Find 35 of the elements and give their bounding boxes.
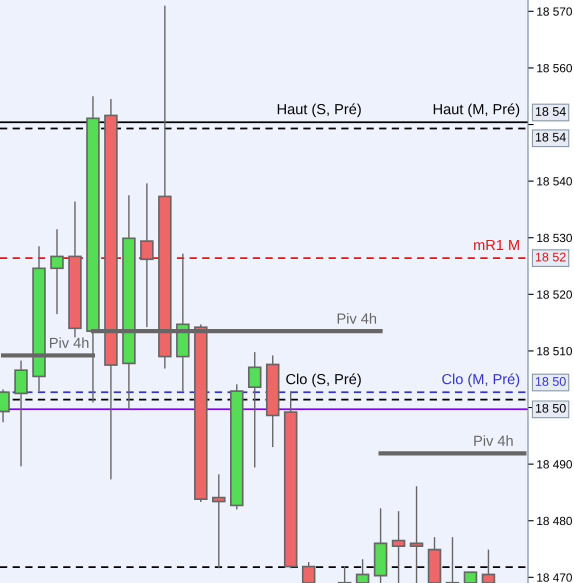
- candlestick: [50, 228, 64, 315]
- candlestick: [14, 360, 28, 468]
- candlestick: [446, 536, 460, 583]
- candlestick: [482, 548, 496, 583]
- y-tick-label: 18 480: [537, 516, 572, 526]
- ref-line-label: Clo (S, Pré): [286, 373, 361, 388]
- series-label: Piv 4h: [338, 313, 376, 324]
- text: 18 50: [536, 377, 566, 386]
- text: 18 54: [536, 132, 566, 142]
- ref-line-label: mR1 M: [474, 240, 519, 250]
- y-tick-label: 18 490: [537, 460, 572, 469]
- series-label: Piv 4h: [50, 337, 88, 348]
- candlestick: [410, 486, 424, 583]
- y-tick-label: 18 520: [537, 290, 572, 299]
- candlestick: [140, 182, 154, 328]
- y-tick-label: 18 470: [537, 573, 572, 582]
- candlestick: [392, 510, 406, 583]
- candlestick: [464, 571, 478, 583]
- candlestick: [356, 558, 370, 583]
- ref-line-label: Haut (S, Pré): [278, 103, 361, 118]
- ref-line-label: Haut (M, Pré): [434, 103, 520, 118]
- candlestick: [248, 351, 262, 468]
- text: 18 52: [536, 252, 566, 262]
- y-tick-label: 18 570: [537, 7, 572, 16]
- y-tick-label: 18 510: [537, 346, 572, 356]
- candlestick: [302, 561, 316, 583]
- text: 18 50: [536, 404, 566, 413]
- y-tick-label: 18 530: [537, 234, 572, 242]
- candlestick: [212, 474, 226, 569]
- ref-line-label: Clo (M, Pré): [442, 373, 520, 388]
- text: 18 54: [536, 107, 566, 116]
- y-tick-label: 18 560: [537, 64, 572, 72]
- y-tick-label: 18 540: [537, 177, 572, 186]
- series-label: Piv 4h: [474, 435, 513, 446]
- candlestick: [338, 566, 352, 583]
